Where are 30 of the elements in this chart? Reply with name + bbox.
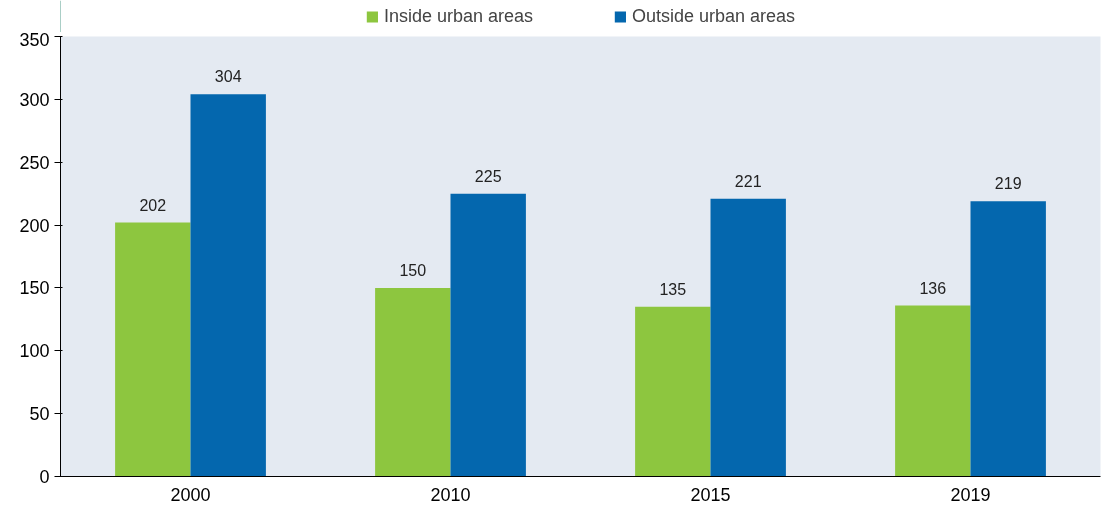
bar <box>375 287 451 477</box>
data-label: 219 <box>994 175 1022 193</box>
y-tick-label: 200 <box>19 215 50 236</box>
legend-label: Inside urban areas <box>383 5 533 27</box>
data-label: 225 <box>474 167 502 185</box>
y-tick-label: 50 <box>29 404 50 425</box>
bar <box>115 222 191 477</box>
x-tick-label: 2000 <box>170 484 211 505</box>
legend-label: Outside urban areas <box>632 5 796 27</box>
bar <box>895 305 971 477</box>
y-tick-label: 150 <box>19 278 50 299</box>
x-tick-label: 2015 <box>690 484 731 505</box>
data-label: 221 <box>734 172 762 190</box>
y-tick-label: 250 <box>19 152 50 173</box>
x-tick-label: 2019 <box>950 484 991 505</box>
bar <box>970 201 1046 477</box>
y-tick-label: 350 <box>19 29 50 50</box>
y-tick-label: 300 <box>19 89 50 110</box>
data-label: 202 <box>139 196 167 214</box>
bar <box>710 198 786 477</box>
y-tick-label: 100 <box>19 341 50 362</box>
x-tick-label: 2010 <box>430 484 471 505</box>
data-label: 135 <box>659 280 687 298</box>
data-label: 304 <box>214 68 242 86</box>
data-label: 136 <box>919 279 947 297</box>
data-label: 150 <box>399 261 427 279</box>
bar <box>190 94 266 477</box>
bar <box>635 306 711 477</box>
bar <box>450 193 526 477</box>
y-tick-label: 0 <box>39 467 50 487</box>
